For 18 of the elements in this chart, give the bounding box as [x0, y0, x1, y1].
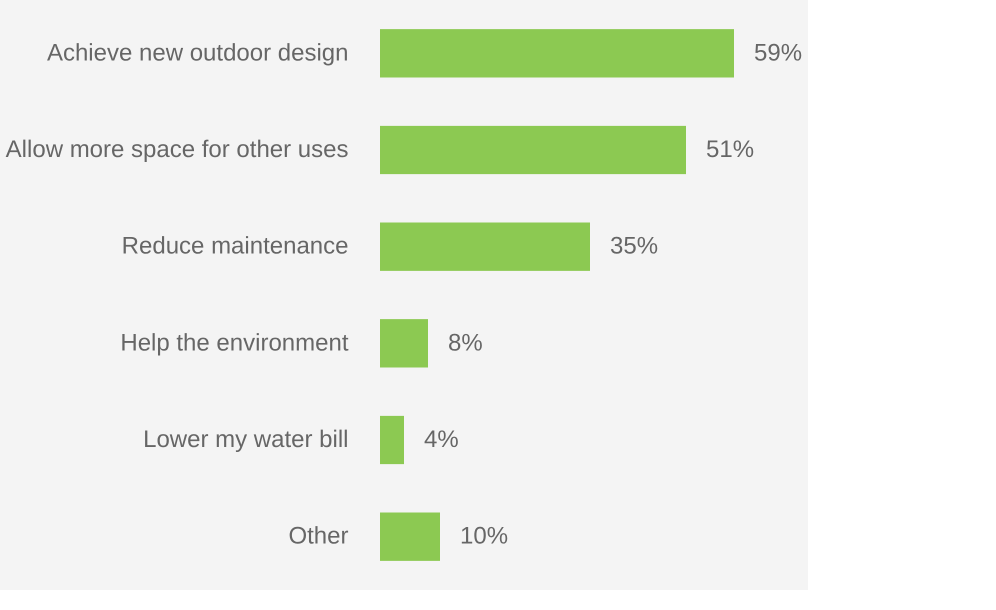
y-tick-label: Lower my water bill: [143, 426, 348, 453]
data-label: 8%: [448, 329, 483, 356]
data-label: 51%: [706, 136, 754, 163]
y-tick-label: Help the environment: [120, 329, 349, 356]
data-label: 35%: [610, 232, 658, 260]
y-tick-label: Allow more space for other uses: [6, 136, 348, 163]
bar: [380, 512, 440, 561]
y-tick-label: Reduce maintenance: [122, 232, 348, 260]
bar: [380, 126, 686, 174]
bar: [380, 319, 428, 368]
y-tick-label: Achieve new outdoor design: [46, 39, 348, 66]
bar: [380, 29, 734, 78]
data-label: 10%: [460, 522, 508, 550]
bar: [380, 222, 590, 271]
data-label: 4%: [424, 426, 459, 453]
bar: [380, 416, 404, 464]
y-tick-label: Other: [288, 522, 348, 550]
data-label: 59%: [754, 39, 802, 66]
